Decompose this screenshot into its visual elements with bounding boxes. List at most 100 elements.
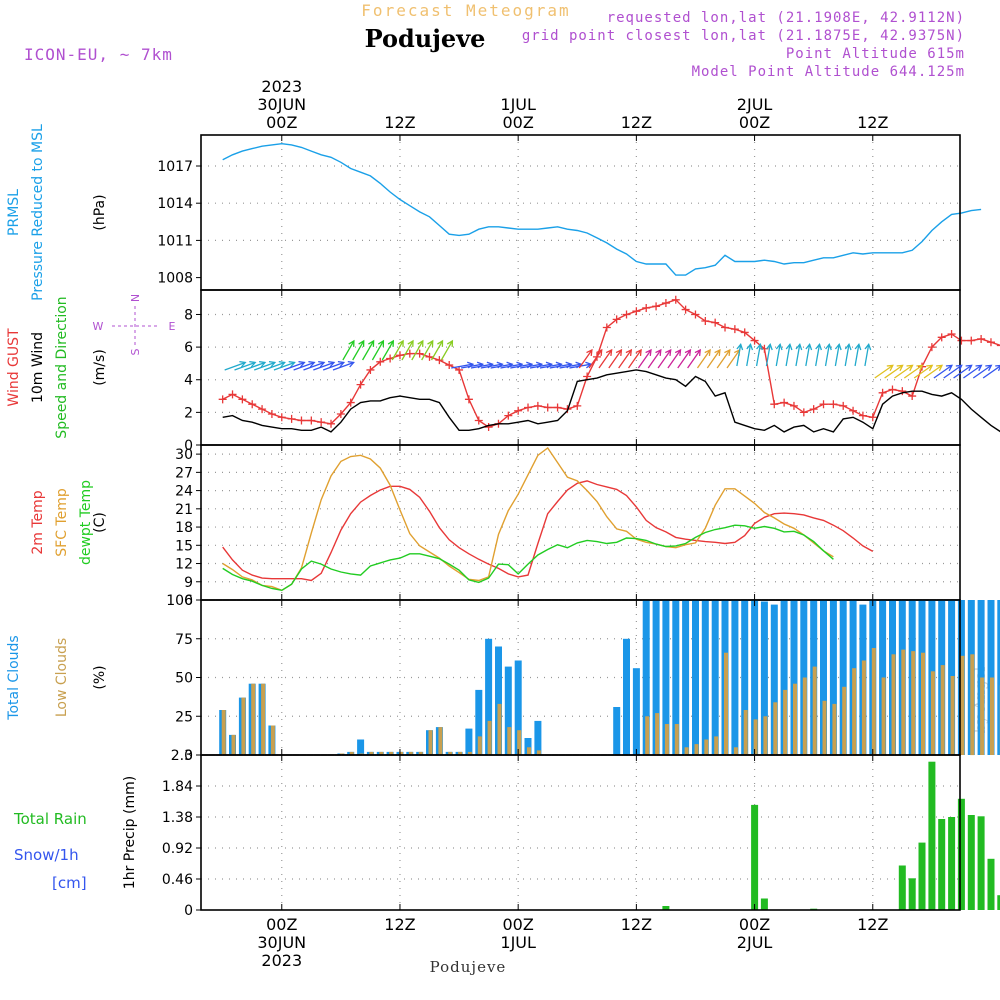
wind-arrow-head: [684, 348, 692, 356]
bar: [918, 842, 926, 910]
bar: [684, 747, 689, 756]
time-label-bottom: 1JUL: [500, 933, 536, 952]
bar: [940, 665, 945, 755]
gust-marker: [927, 343, 936, 352]
wind-arrow: [451, 363, 474, 369]
wind-arrow: [263, 361, 285, 371]
wind-arrow-head: [834, 342, 842, 351]
wind-arrow: [972, 364, 992, 379]
gust-marker: [543, 403, 552, 412]
bar: [751, 804, 759, 910]
bar: [938, 819, 946, 910]
wind-arrow: [884, 364, 903, 379]
wind-arrow: [637, 349, 652, 369]
wind-arrow: [746, 344, 752, 367]
gust-marker: [395, 351, 404, 360]
series-line: [222, 480, 874, 582]
time-label-top: 12Z: [621, 113, 652, 132]
bar: [990, 677, 994, 755]
panel-precip: 0 0.46 0.92 1.38 1.84 2.3 Total Rain Snow/1h [cm…: [13, 748, 1000, 919]
bar: [524, 738, 532, 755]
bar: [780, 600, 788, 755]
wind-arrow: [982, 365, 1000, 379]
bar: [448, 751, 453, 755]
wind-arrow: [677, 349, 691, 369]
series-total-rain: [662, 761, 1000, 910]
y-tick-label: 12: [175, 557, 193, 573]
wind-arrow-head: [906, 364, 914, 372]
wind-arrow: [342, 340, 355, 361]
gust-marker: [356, 380, 365, 389]
y-tick-label: 27: [175, 465, 193, 481]
bar: [842, 686, 847, 755]
bar: [960, 655, 965, 755]
wind-arrow-head: [635, 348, 642, 356]
wind-arrow-head: [239, 360, 247, 368]
gust-marker: [977, 334, 986, 343]
wind-arrow: [322, 361, 345, 371]
panel-frame: [200, 134, 961, 291]
bar: [997, 600, 1000, 755]
wind-arrow: [411, 340, 424, 361]
wind-arrow: [933, 364, 953, 379]
wind-arrow-head: [368, 339, 375, 347]
time-label-top: 12Z: [384, 113, 415, 132]
gust-marker: [405, 349, 414, 358]
side-label: Total Clouds: [6, 635, 22, 720]
y-tick-label: 30: [175, 447, 193, 463]
bar: [645, 716, 650, 756]
series-gust: [218, 295, 1000, 432]
wind-arrow: [824, 344, 830, 367]
wind-arrow: [953, 364, 972, 379]
compass-south: S: [129, 348, 142, 355]
bar: [790, 600, 798, 755]
bar: [652, 600, 660, 755]
side-labels: PRMSL Pressure Reduced to MSL (hPa): [6, 124, 108, 301]
y-tick-label: 75: [175, 632, 193, 648]
bar: [948, 817, 956, 910]
bar: [829, 600, 837, 755]
wind-arrow: [539, 363, 562, 369]
bar: [822, 700, 827, 756]
model-label: ICON-EU, ~ 7km: [24, 45, 173, 64]
wind-arrow-head: [249, 360, 257, 368]
gust-marker: [937, 333, 946, 342]
gust-marker: [524, 403, 533, 412]
wind-arrow: [894, 364, 913, 379]
wind-arrow: [864, 344, 870, 367]
compass-cross: [112, 306, 158, 346]
gust-marker: [819, 400, 828, 409]
y-tick-label: 1.84: [162, 779, 193, 795]
wind-arrow-head: [965, 364, 973, 372]
series-pressure: [222, 142, 982, 276]
side-label: dewpt Temp: [78, 480, 94, 565]
gust-marker: [868, 413, 877, 422]
compass-north: N: [129, 294, 142, 302]
y-tick-label: 6: [184, 593, 193, 609]
wind-arrow: [815, 344, 821, 367]
series-2m-temp: [222, 480, 874, 582]
gust-marker: [908, 392, 917, 401]
bar: [251, 683, 256, 755]
gust-marker: [602, 323, 611, 332]
bar: [477, 736, 482, 755]
bar: [783, 689, 788, 755]
gust-marker: [484, 423, 493, 432]
y-tick-label: 4: [184, 373, 193, 389]
wind-arrow-head: [926, 364, 934, 372]
wind-arrow-head: [278, 360, 286, 368]
wind-arrow: [421, 340, 434, 361]
bar: [467, 751, 472, 755]
side-label: 2m Temp: [30, 490, 46, 554]
gust-marker: [770, 400, 779, 409]
side-label: Speed and Direction: [54, 296, 70, 438]
unit-label: (m/s): [92, 349, 108, 386]
series-dewpt-temp: [222, 524, 834, 592]
wind-arrow: [480, 363, 503, 369]
wind-arrow: [923, 364, 943, 379]
series-line: [222, 142, 982, 276]
wind-arrow-head: [328, 360, 336, 368]
bar: [497, 703, 502, 755]
bar: [793, 683, 797, 755]
bar: [655, 713, 660, 755]
